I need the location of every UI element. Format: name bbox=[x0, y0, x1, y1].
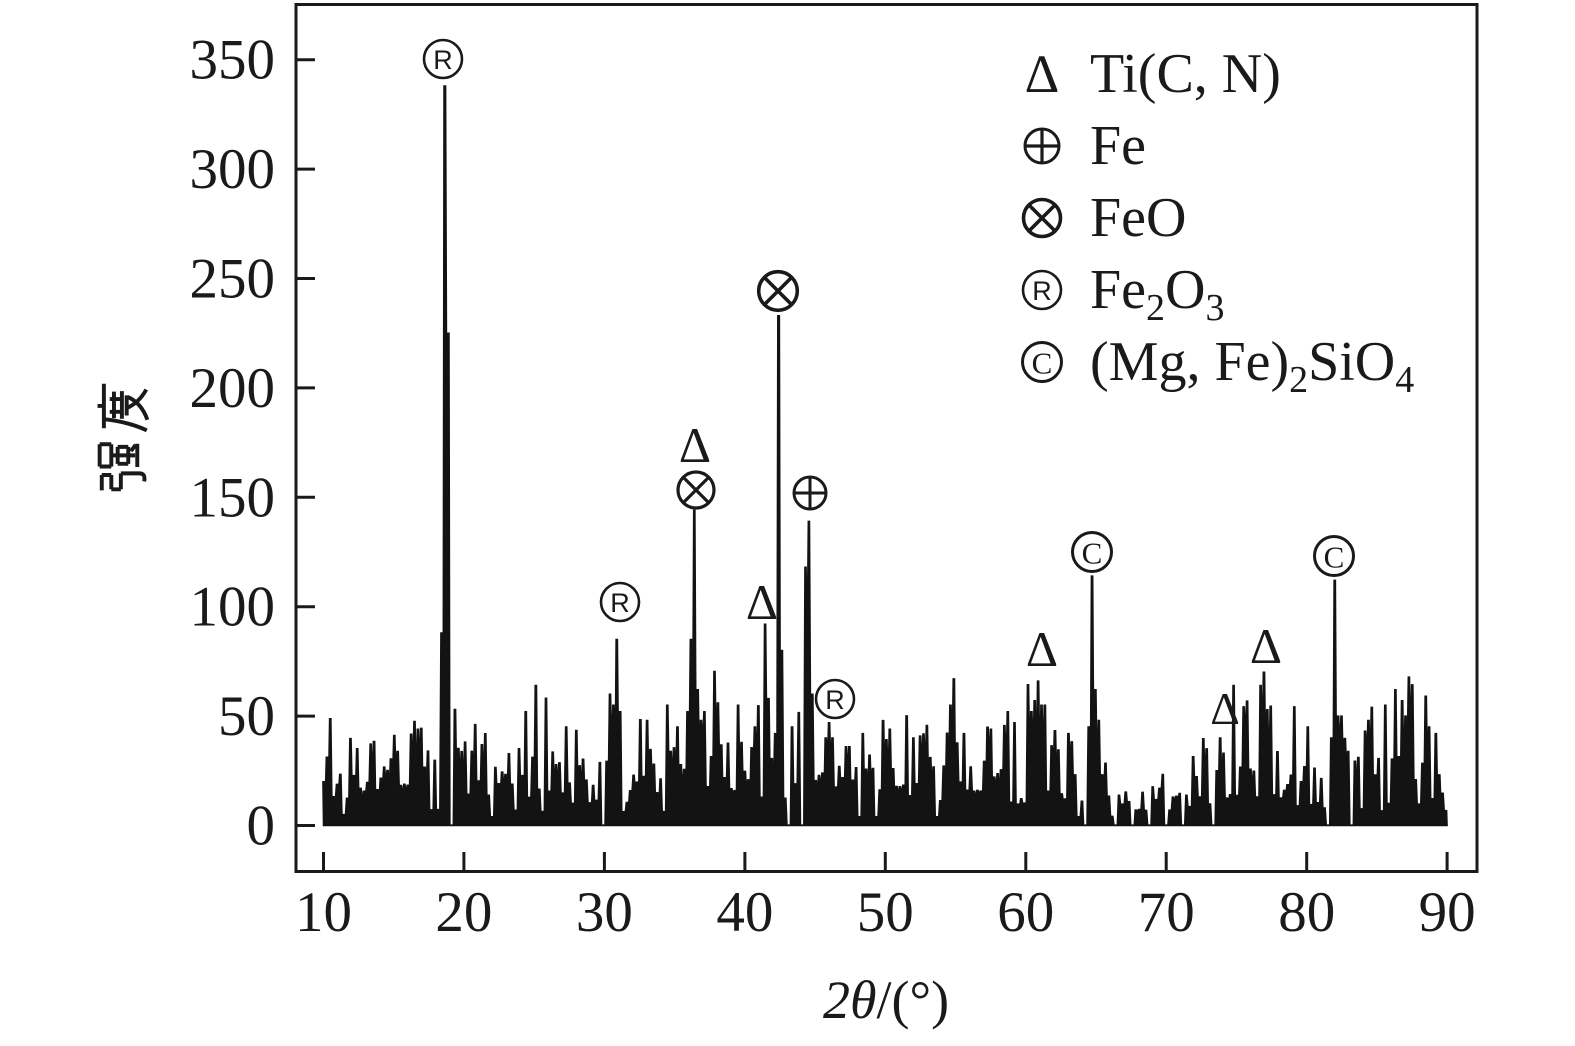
svg-text:Fe2O3: Fe2O3 bbox=[1090, 259, 1224, 329]
svg-text:Fe: Fe bbox=[1090, 115, 1146, 177]
svg-text:60: 60 bbox=[997, 881, 1054, 944]
svg-text:90: 90 bbox=[1419, 881, 1476, 944]
svg-text:R: R bbox=[825, 685, 845, 715]
svg-text:2θ/(°): 2θ/(°) bbox=[823, 970, 949, 1030]
svg-text:C: C bbox=[1324, 540, 1345, 575]
svg-text:Δ: Δ bbox=[679, 417, 711, 473]
svg-text:300: 300 bbox=[190, 138, 276, 201]
svg-text:C: C bbox=[1032, 346, 1053, 381]
svg-text:R: R bbox=[1032, 276, 1052, 306]
svg-text:Δ: Δ bbox=[746, 574, 778, 630]
svg-text:30: 30 bbox=[576, 881, 633, 944]
svg-text:Δ: Δ bbox=[1025, 44, 1060, 104]
svg-text:(Mg, Fe)2SiO4: (Mg, Fe)2SiO4 bbox=[1090, 331, 1414, 401]
svg-text:70: 70 bbox=[1138, 881, 1195, 944]
svg-text:Δ: Δ bbox=[1210, 683, 1240, 734]
svg-text:R: R bbox=[433, 45, 453, 75]
svg-text:80: 80 bbox=[1278, 881, 1335, 944]
svg-text:Δ: Δ bbox=[1026, 621, 1058, 677]
svg-text:Ti(C, N): Ti(C, N) bbox=[1090, 43, 1281, 105]
svg-text:C: C bbox=[1082, 536, 1103, 571]
svg-text:200: 200 bbox=[190, 357, 276, 420]
svg-text:0: 0 bbox=[247, 795, 276, 858]
svg-text:250: 250 bbox=[190, 248, 276, 311]
svg-text:Δ: Δ bbox=[1250, 618, 1282, 674]
svg-text:50: 50 bbox=[857, 881, 914, 944]
svg-text:350: 350 bbox=[190, 29, 276, 92]
svg-text:FeO: FeO bbox=[1090, 187, 1186, 249]
svg-text:50: 50 bbox=[218, 685, 275, 748]
svg-text:40: 40 bbox=[716, 881, 773, 944]
svg-text:R: R bbox=[610, 588, 630, 618]
svg-text:20: 20 bbox=[435, 881, 492, 944]
svg-text:10: 10 bbox=[295, 881, 352, 944]
svg-text:100: 100 bbox=[190, 576, 276, 639]
svg-text:150: 150 bbox=[190, 466, 276, 529]
